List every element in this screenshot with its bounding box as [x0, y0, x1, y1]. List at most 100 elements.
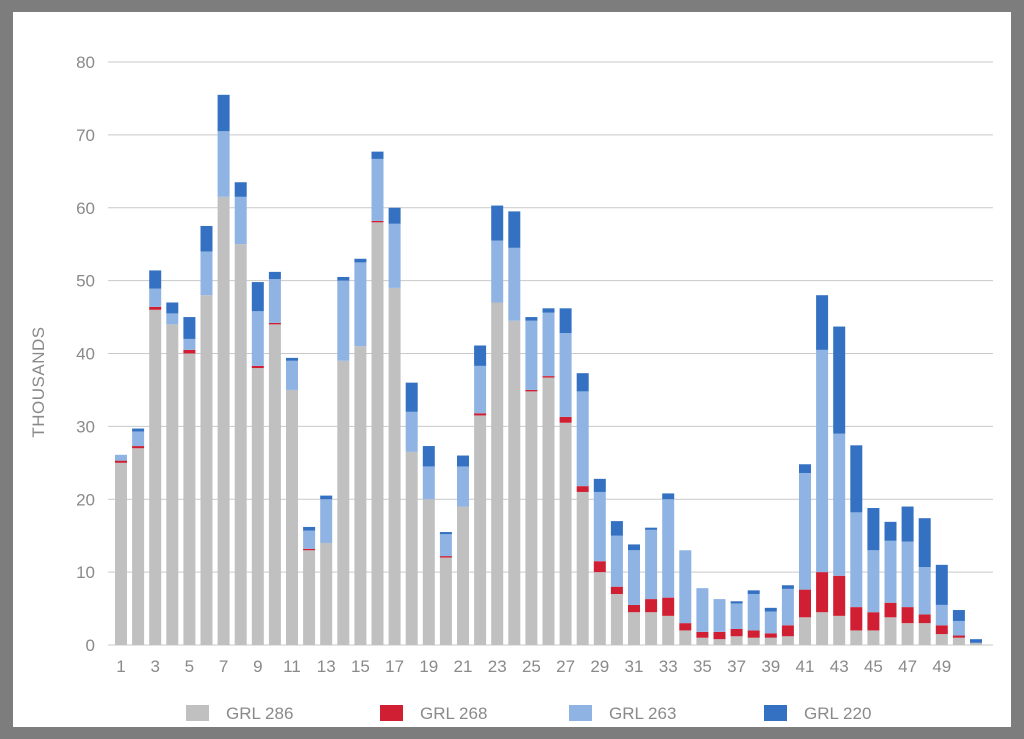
bar-segment-grl-220-4 [166, 302, 179, 314]
bar-segment-grl-286-51 [970, 642, 982, 645]
bar-segment-grl-286-27 [559, 422, 572, 645]
bar-segment-grl-268-34 [679, 623, 692, 631]
bar-segment-grl-263-19 [422, 466, 435, 500]
bar-segment-grl-286-16 [371, 222, 384, 645]
bar-segment-grl-220-11 [286, 357, 298, 361]
bar-segment-grl-268-5 [183, 349, 196, 354]
bar-segment-grl-263-23 [491, 240, 504, 303]
x-tick-label: 29 [590, 657, 609, 676]
y-tick-label: 20 [76, 490, 95, 509]
bar-segment-grl-268-48 [918, 614, 931, 624]
bar-segment-grl-268-35 [696, 631, 709, 638]
bar-segment-grl-268-42 [816, 572, 829, 613]
bar-segment-grl-263-11 [286, 360, 298, 390]
bar-segment-grl-263-1 [115, 454, 127, 461]
bar-segment-grl-263-48 [918, 567, 931, 615]
bar-segment-grl-268-25 [525, 389, 538, 392]
legend: GRL 286 GRL 268 GRL 263 GRL 220 [186, 704, 871, 723]
bar-segment-grl-286-12 [303, 550, 316, 645]
legend-label: GRL 220 [804, 704, 871, 723]
bar-segment-grl-286-1 [115, 462, 127, 645]
bar-segment-grl-268-1 [115, 460, 127, 463]
bar-segment-grl-268-33 [662, 597, 675, 616]
x-tick-label: 15 [351, 657, 370, 676]
bar-segment-grl-263-46 [884, 540, 897, 603]
bar-segment-grl-268-49 [935, 625, 948, 635]
bar-segment-grl-220-25 [525, 317, 538, 321]
bar-segment-grl-286-9 [251, 368, 264, 645]
x-tick-label: 49 [932, 657, 951, 676]
bar-segment-grl-263-2 [132, 431, 145, 447]
bar-segment-grl-286-48 [918, 623, 931, 645]
bar-segment-grl-220-26 [542, 308, 555, 313]
bar-segment-grl-268-16 [371, 220, 384, 223]
bar-segment-grl-268-27 [559, 416, 572, 423]
bar-segment-grl-220-31 [628, 544, 640, 551]
bar-segment-grl-286-33 [662, 615, 675, 645]
bar-segment-grl-286-43 [833, 615, 846, 645]
bar-segment-grl-220-47 [901, 506, 914, 542]
bar-segment-grl-263-18 [405, 411, 418, 452]
bar-segment-grl-220-9 [251, 282, 264, 312]
bar-segment-grl-220-27 [559, 308, 572, 334]
legend-item-grl-220: GRL 220 [764, 704, 871, 723]
y-tick-label: 40 [76, 345, 95, 364]
x-tick-label: 31 [625, 657, 644, 676]
bar-segment-grl-268-39 [764, 633, 777, 638]
x-tick-label: 7 [219, 657, 228, 676]
legend-swatch [569, 705, 592, 721]
bar-segment-grl-268-28 [576, 486, 589, 492]
x-tick-label: 1 [116, 657, 125, 676]
bar-segment-grl-263-8 [234, 196, 247, 245]
bar-segment-grl-286-36 [713, 639, 726, 645]
bar-segment-grl-286-37 [730, 636, 743, 645]
bar-segment-grl-263-25 [525, 320, 538, 390]
bar-segment-grl-220-37 [730, 601, 743, 604]
x-tick-label: 37 [727, 657, 746, 676]
legend-item-grl-263: GRL 263 [569, 704, 676, 723]
bar-segment-grl-220-50 [952, 610, 965, 621]
bar-segment-grl-263-15 [354, 262, 367, 347]
bar-segment-grl-263-24 [508, 247, 521, 321]
legend-item-grl-268: GRL 268 [380, 704, 487, 723]
x-tick-label: 27 [556, 657, 575, 676]
x-tick-label: 11 [283, 657, 301, 676]
bar-segment-grl-220-48 [918, 518, 931, 568]
bar-segment-grl-286-41 [799, 617, 811, 645]
bars [115, 94, 982, 645]
legend-swatch [186, 705, 209, 721]
bar-segment-grl-286-22 [474, 415, 487, 645]
bar-segment-grl-268-38 [747, 630, 760, 638]
x-tick-label: 17 [385, 657, 404, 676]
y-axis-label: THOUSANDS [29, 326, 48, 437]
bar-segment-grl-220-7 [217, 94, 230, 132]
bar-segment-grl-268-3 [149, 306, 162, 310]
bar-segment-grl-268-9 [251, 365, 264, 369]
bar-segment-grl-263-47 [901, 541, 914, 608]
chart-frame: 0 10 20 30 40 50 60 70 80 1 3 5 7 9 11 13 15 17 19 21 23 25 2… [13, 12, 1011, 727]
bar-segment-grl-268-26 [542, 376, 555, 378]
bar-segment-grl-286-29 [593, 572, 606, 645]
y-tick-label: 50 [76, 272, 95, 291]
bar-segment-grl-286-4 [166, 324, 179, 645]
bar-segment-grl-263-33 [662, 499, 675, 598]
bar-segment-grl-268-37 [730, 628, 743, 637]
bar-segment-grl-268-46 [884, 602, 897, 618]
x-tick-label: 5 [185, 657, 194, 676]
bar-segment-grl-220-30 [610, 521, 623, 536]
x-tick-label: 35 [693, 657, 712, 676]
bar-segment-grl-286-40 [781, 636, 794, 645]
bar-segment-grl-220-22 [474, 345, 487, 366]
bar-segment-grl-263-28 [576, 391, 589, 487]
bar-segment-grl-220-38 [747, 590, 760, 594]
bar-segment-grl-263-3 [149, 288, 162, 307]
bar-segment-grl-220-41 [799, 464, 811, 474]
bar-segment-grl-286-30 [610, 593, 623, 645]
bar-segment-grl-220-6 [200, 225, 213, 252]
bar-segment-grl-268-12 [303, 548, 316, 551]
bar-segment-grl-220-24 [508, 211, 521, 248]
bar-segment-grl-286-8 [234, 244, 247, 645]
bar-segment-grl-220-28 [576, 373, 589, 392]
bar-segment-grl-268-30 [610, 586, 623, 594]
bar-segment-grl-220-39 [764, 607, 777, 612]
